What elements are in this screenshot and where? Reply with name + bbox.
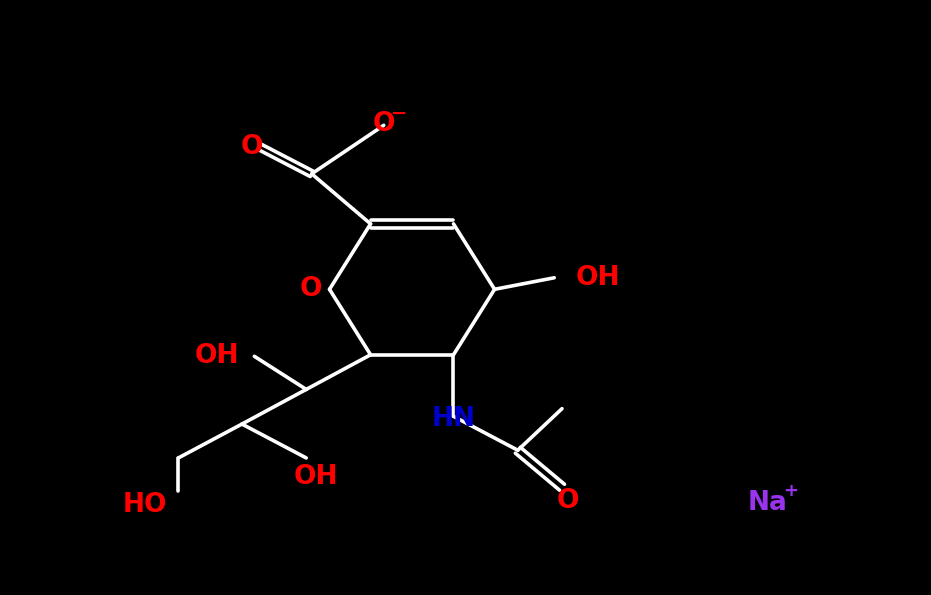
Text: +: + bbox=[783, 482, 798, 500]
Text: HN: HN bbox=[431, 406, 476, 431]
Text: OH: OH bbox=[293, 464, 338, 490]
Text: O: O bbox=[241, 134, 263, 160]
Text: OH: OH bbox=[195, 343, 239, 369]
Text: O: O bbox=[557, 488, 579, 514]
Text: OH: OH bbox=[576, 265, 620, 291]
Text: Na: Na bbox=[748, 490, 788, 516]
Text: O: O bbox=[372, 111, 395, 137]
Text: −: − bbox=[391, 104, 408, 123]
Text: O: O bbox=[299, 276, 322, 302]
Text: HO: HO bbox=[122, 492, 167, 518]
